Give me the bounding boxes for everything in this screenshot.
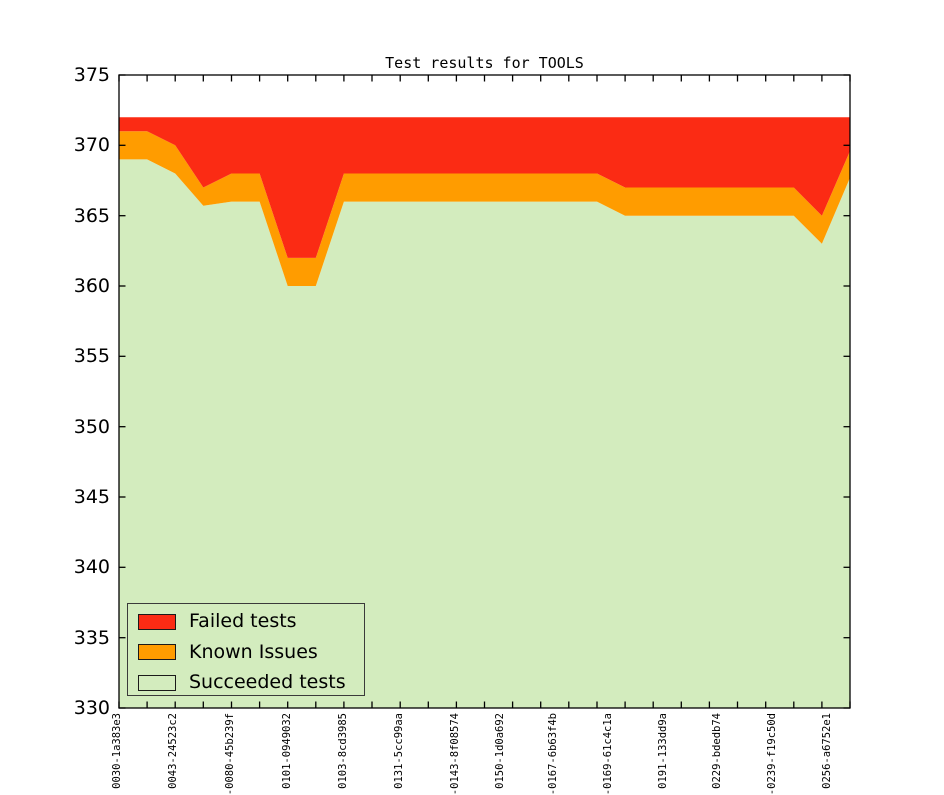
legend-item-succeeded-tests: Succeeded tests xyxy=(138,673,364,692)
y-tick-label: 370 xyxy=(73,134,110,157)
x-tick-label-text: -0239-f19c50d xyxy=(766,713,778,795)
x-tick-label-text: 0191-133dd9a xyxy=(657,713,669,789)
x-tick-label-text: 0030-1a383e3 xyxy=(111,713,123,789)
succeeded-tests-label: Succeeded tests xyxy=(189,671,346,693)
y-tick-label: 345 xyxy=(73,486,110,508)
x-tick-label-text: 0150-1d0a692 xyxy=(494,713,506,789)
x-tick-label-text: 0131-5cc99aa xyxy=(393,713,405,789)
y-tick-label: 375 xyxy=(73,64,110,86)
x-tick-label-text: 0103-8cd3985 xyxy=(337,713,349,789)
y-tick-label: 365 xyxy=(73,204,110,227)
area-known-issues xyxy=(119,131,850,286)
area-failed xyxy=(119,117,850,258)
succeeded-tests-swatch xyxy=(138,674,176,691)
x-tick-label-text: 0043-24523c2 xyxy=(167,713,179,789)
area-succeeded xyxy=(119,159,850,708)
failed-tests-swatch xyxy=(138,613,176,630)
y-tick-label: 350 xyxy=(73,415,110,438)
x-tick-label-text: -0143-8f08574 xyxy=(449,713,461,795)
y-tick-label: 330 xyxy=(73,697,110,719)
y-tick-label: 355 xyxy=(73,345,110,368)
y-tick-label: 335 xyxy=(73,626,110,649)
legend-item-known-issues: Known Issues xyxy=(138,640,364,663)
failed-tests-label: Failed tests xyxy=(189,610,297,632)
x-tick-label-text: 0101-0949032 xyxy=(281,713,293,789)
x-tick-label-text: 0256-a6752e1 xyxy=(821,713,833,789)
x-tick-label-text: -0080-45b239f xyxy=(224,713,236,795)
known-issues-label: Known Issues xyxy=(189,640,318,663)
x-tick-label-text: -0167-6b63f4b xyxy=(547,713,559,795)
y-tick-label: 360 xyxy=(73,275,110,297)
chart-title: Test results for TOOLS xyxy=(385,54,584,72)
legend: Failed tests Known Issues Succeeded test… xyxy=(127,603,365,696)
legend-item-failed-tests: Failed tests xyxy=(138,612,364,631)
x-tick-label-text: 0229-bdedb74 xyxy=(711,713,723,789)
y-tick-label: 340 xyxy=(73,556,110,579)
known-issues-swatch xyxy=(138,644,176,660)
x-tick-label-text: -0169-61c4c1a xyxy=(602,713,614,795)
